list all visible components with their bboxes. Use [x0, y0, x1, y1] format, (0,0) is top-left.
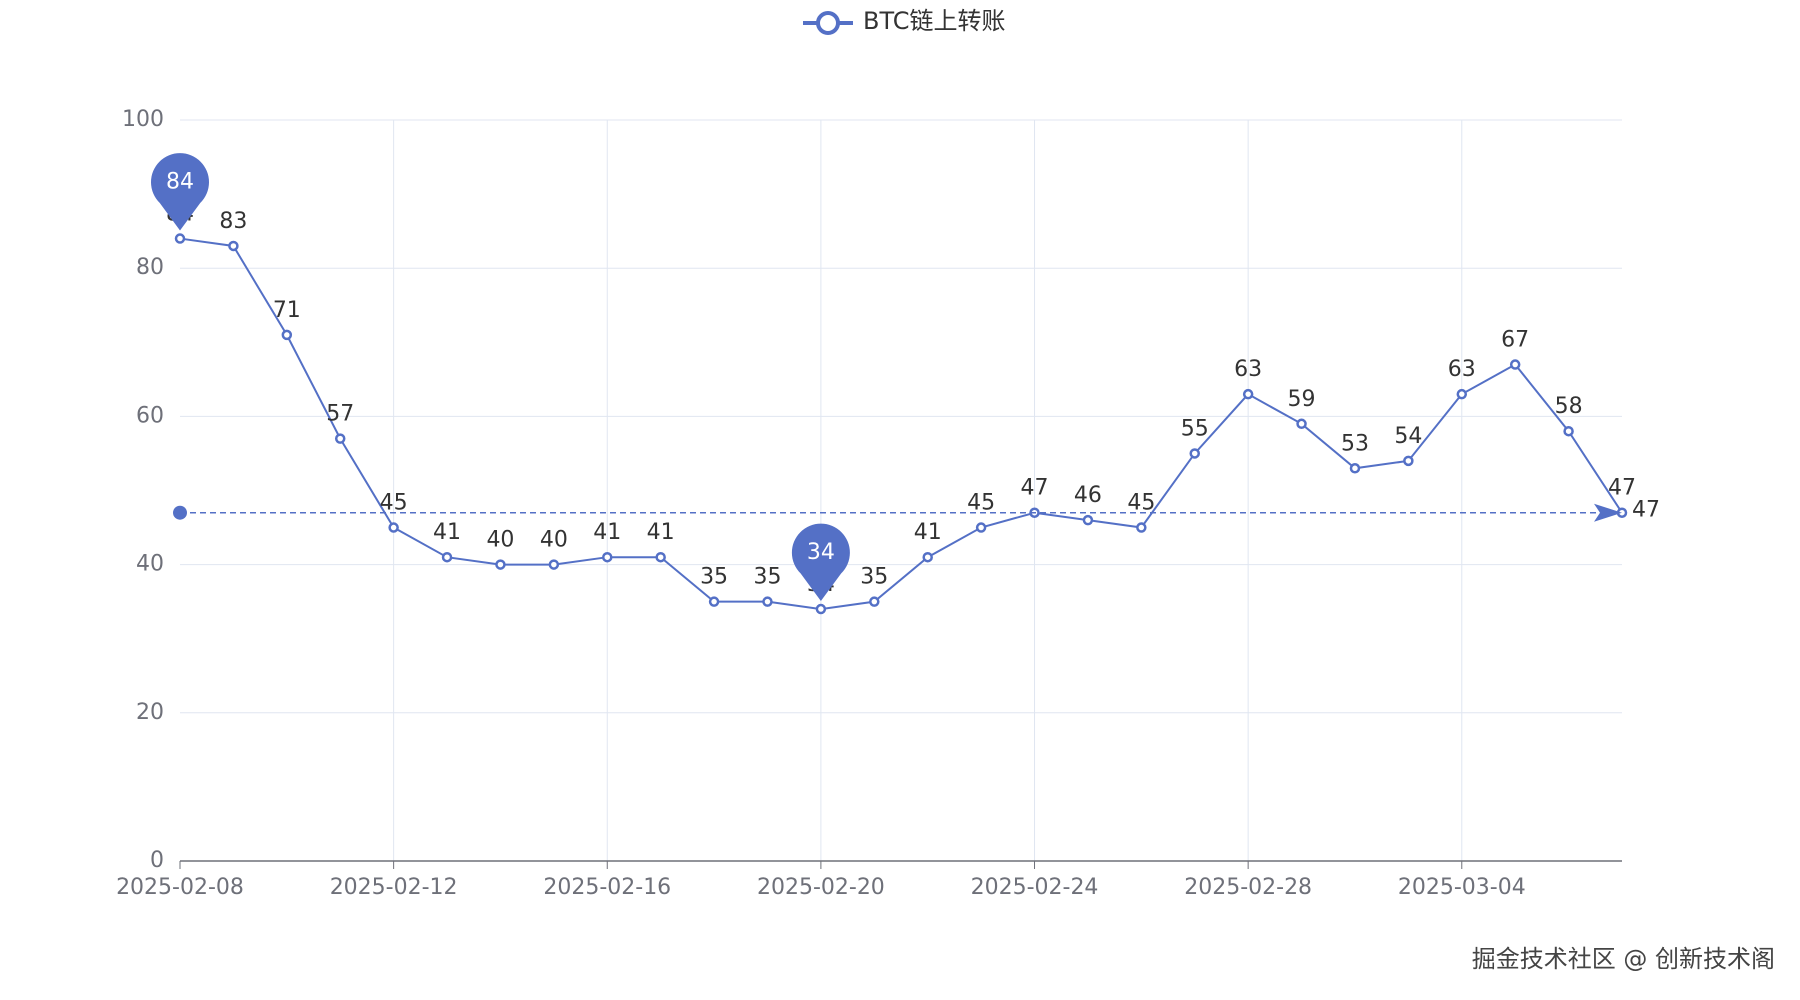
mark-point-label: 84: [166, 170, 194, 195]
legend-label: BTC链上转账: [863, 7, 1005, 35]
y-tick-label: 20: [136, 700, 164, 725]
data-label: 67: [1501, 328, 1529, 353]
data-point: [228, 240, 239, 252]
data-label: 54: [1394, 424, 1422, 449]
mark-point-label: 34: [807, 540, 835, 565]
x-tick-label: 2025-02-16: [543, 875, 671, 900]
data-label: 41: [433, 520, 461, 545]
data-point: [1136, 522, 1147, 533]
data-point: [602, 551, 613, 563]
data-label: 63: [1448, 357, 1476, 382]
data-label: 83: [219, 209, 247, 234]
data-label: 55: [1181, 416, 1209, 441]
data-point: [548, 559, 560, 570]
data-point: [441, 551, 453, 563]
y-tick-label: 40: [136, 552, 164, 577]
data-point: [655, 551, 666, 563]
data-point: [334, 433, 346, 444]
data-point: [1349, 463, 1361, 474]
data-point: [975, 522, 987, 533]
data-label: 47: [1021, 476, 1049, 501]
data-point: [495, 559, 506, 570]
y-tick-label: 0: [150, 848, 164, 873]
data-point: [1242, 388, 1254, 400]
data-point: [815, 603, 827, 615]
data-label: 53: [1341, 431, 1369, 456]
data-label: 47: [1608, 476, 1636, 501]
legend[interactable]: BTC链上转账: [803, 7, 1005, 35]
data-point: [1296, 418, 1307, 430]
data-label: 58: [1555, 394, 1583, 419]
data-point: [708, 596, 720, 607]
data-point: [281, 329, 293, 341]
data-label: 57: [326, 402, 354, 427]
data-label: 45: [1127, 491, 1155, 516]
data-label: 46: [1074, 483, 1102, 508]
data-label: 35: [753, 565, 781, 590]
y-tick-label: 60: [136, 403, 164, 428]
mark-line-label: 47: [1632, 498, 1660, 523]
data-point: [388, 522, 399, 533]
data-label: 71: [273, 298, 301, 323]
data-point: [1563, 425, 1574, 437]
x-tick-label: 2025-02-20: [757, 875, 885, 900]
x-tick-label: 2025-02-28: [1184, 875, 1312, 900]
mark-line-arrow: [1594, 503, 1622, 522]
mark-point: [151, 153, 209, 231]
x-tick-label: 2025-02-12: [330, 875, 458, 900]
data-point: [869, 596, 880, 607]
data-point: [174, 233, 186, 244]
x-tick-label: 2025-03-04: [1398, 875, 1526, 900]
y-tick-label: 80: [136, 255, 164, 280]
data-point: [922, 551, 933, 563]
data-label: 41: [647, 520, 675, 545]
data-label: 35: [860, 565, 888, 590]
data-label: 35: [700, 565, 728, 590]
data-label: 45: [380, 491, 408, 516]
x-tick-label: 2025-02-08: [116, 875, 244, 900]
data-point: [762, 596, 773, 607]
y-tick-label: 100: [122, 107, 164, 132]
data-label: 40: [486, 528, 514, 553]
data-point: [1456, 388, 1468, 400]
data-label: 41: [914, 520, 942, 545]
series-line: [179, 237, 1623, 611]
data-point: [1082, 514, 1094, 526]
watermark: 掘金技术社区 @ 创新技术阁: [1472, 945, 1775, 973]
mark-point: [791, 523, 850, 602]
data-label: 59: [1288, 387, 1316, 412]
data-point: [1509, 359, 1521, 370]
data-label: 45: [967, 491, 995, 516]
data-label: 40: [540, 528, 568, 553]
data-point: [1189, 448, 1200, 459]
data-label: 41: [593, 520, 621, 545]
legend-symbol: [816, 11, 840, 35]
data-point: [1403, 455, 1414, 467]
data-label: 63: [1234, 357, 1262, 382]
mark-line-start: [173, 505, 187, 520]
x-tick-label: 2025-02-24: [971, 875, 1099, 900]
